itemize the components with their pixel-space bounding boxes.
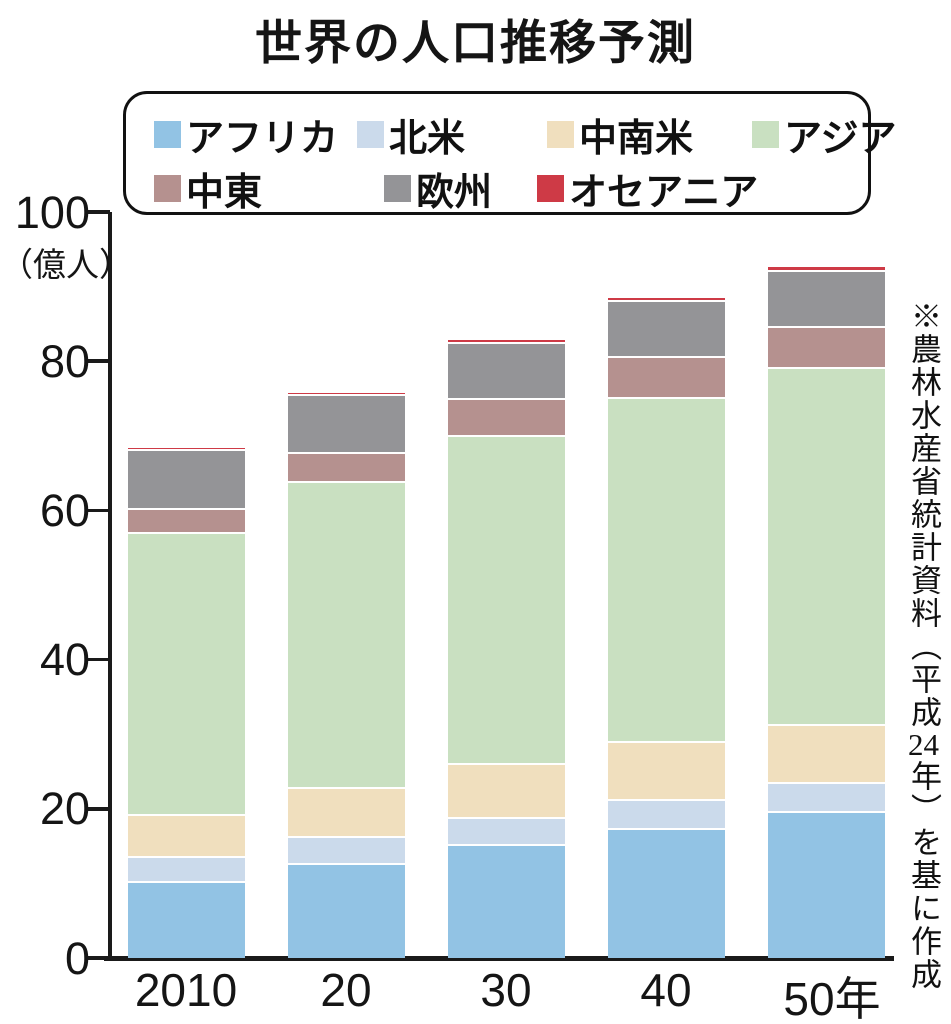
legend-item-middle-east: 中東 <box>154 161 384 216</box>
bar-segment-europe-30 <box>447 344 565 401</box>
bar-segment-latin-america-2010 <box>127 816 245 859</box>
bar-segment-asia-20 <box>287 482 405 789</box>
bar-segment-europe-2010 <box>127 450 245 511</box>
bar-30 <box>447 340 565 958</box>
bar-segment-africa-30 <box>447 846 565 958</box>
source-note: ※農林水産省統計資料（平成24年）を基に作成 <box>899 300 947 1024</box>
bar-segment-europe-40 <box>607 302 725 359</box>
legend-label-oceania: オセアニア <box>569 172 759 214</box>
bar-segment-oceania-50年 <box>767 267 885 272</box>
legend-label-north-america: 北米 <box>389 118 466 160</box>
legend-label-europe: 欧州 <box>416 172 493 214</box>
bar-segment-asia-30 <box>447 436 565 765</box>
legend-swatch-asia <box>752 121 779 148</box>
legend-item-asia: アジア <box>752 107 896 162</box>
legend-item-africa: アフリカ <box>154 107 357 162</box>
bar-segment-north-america-30 <box>447 818 565 847</box>
bar-segment-latin-america-40 <box>607 743 725 802</box>
legend: アフリカ 北米 中南米 アジア中東 欧州 オセアニア <box>123 91 896 216</box>
bar-segment-middle-east-30 <box>447 400 565 437</box>
bar-segment-middle-east-40 <box>607 358 725 399</box>
y-tick-label-100: 100 <box>14 186 90 238</box>
y-tick-label-60: 60 <box>39 484 90 536</box>
bar-segment-europe-50年 <box>767 271 885 328</box>
bar-segment-latin-america-20 <box>287 788 405 838</box>
x-axis-line <box>104 956 894 961</box>
legend-swatch-latin-america <box>547 121 574 148</box>
bar-segment-latin-america-50年 <box>767 726 885 785</box>
y-tick-label-20: 20 <box>39 783 90 835</box>
bar-segment-africa-50年 <box>767 812 885 958</box>
bar-segment-asia-40 <box>607 398 725 744</box>
legend-label-asia: アジア <box>784 118 897 160</box>
bar-segment-oceania-2010 <box>127 447 245 451</box>
bar-segment-africa-2010 <box>127 883 245 958</box>
legend-swatch-africa <box>154 121 181 148</box>
bar-segment-middle-east-2010 <box>127 510 245 534</box>
bar-segment-middle-east-50年 <box>767 327 885 370</box>
legend-item-europe: 欧州 <box>384 161 537 216</box>
y-tick-100 <box>86 210 110 214</box>
y-tick-40 <box>86 657 110 662</box>
bar-segment-oceania-20 <box>287 392 405 397</box>
legend-row-0: アフリカ 北米 中南米 アジア <box>154 107 896 162</box>
bar-segment-north-america-20 <box>287 837 405 865</box>
legend-item-north-america: 北米 <box>357 107 547 162</box>
bar-segment-oceania-30 <box>447 340 565 345</box>
bar-segment-north-america-40 <box>607 801 725 830</box>
legend-label-middle-east: 中東 <box>186 172 263 214</box>
legend-swatch-oceania <box>537 175 564 202</box>
legend-label-latin-america: 中南米 <box>579 118 694 160</box>
x-tick-label-20: 20 <box>320 964 372 1016</box>
source-note-prefix: ※農林水産省統計資料（平成 <box>906 300 941 729</box>
legend-swatch-north-america <box>357 121 384 148</box>
y-axis-unit-label: （億人） <box>0 246 132 283</box>
bar-segment-asia-2010 <box>127 533 245 817</box>
y-tick-label-40: 40 <box>39 634 90 686</box>
bar-segment-asia-50年 <box>767 369 885 726</box>
bar-20 <box>287 392 405 958</box>
bar-50年 <box>767 267 885 958</box>
y-tick-20 <box>86 807 110 811</box>
x-tick-label-40: 40 <box>640 964 692 1016</box>
y-tick-label-80: 80 <box>39 335 90 387</box>
legend-swatch-europe <box>384 175 411 202</box>
legend-label-africa: アフリカ <box>186 118 339 160</box>
legend-item-latin-america: 中南米 <box>547 107 752 162</box>
y-tick-60 <box>86 508 110 513</box>
y-tick-label-0: 0 <box>64 932 90 984</box>
bar-segment-europe-20 <box>287 396 405 455</box>
bar-segment-north-america-2010 <box>127 858 245 884</box>
legend-swatch-middle-east <box>154 175 181 202</box>
source-note-year: 24 <box>908 729 939 760</box>
bar-2010 <box>127 447 245 958</box>
source-note-suffix: 年）を基に作成 <box>906 760 941 991</box>
y-tick-80 <box>86 359 110 363</box>
x-tick-label-30: 30 <box>480 964 532 1016</box>
x-tick-label-50年: 50年 <box>783 973 881 1024</box>
y-axis-line <box>108 212 112 958</box>
chart-title: 世界の人口推移予測 <box>255 16 696 69</box>
bar-segment-latin-america-30 <box>447 764 565 819</box>
bar-segment-middle-east-20 <box>287 454 405 483</box>
x-tick-label-2010: 2010 <box>134 964 238 1016</box>
bar-40 <box>607 297 725 958</box>
bar-segment-north-america-50年 <box>767 784 885 813</box>
bar-segment-africa-20 <box>287 864 405 958</box>
bar-segment-oceania-40 <box>607 297 725 303</box>
y-tick-0 <box>86 956 110 960</box>
legend-row-1: 中東 欧州 オセアニア <box>154 161 758 216</box>
legend-item-oceania: オセアニア <box>537 161 758 216</box>
bar-segment-africa-40 <box>607 829 725 958</box>
